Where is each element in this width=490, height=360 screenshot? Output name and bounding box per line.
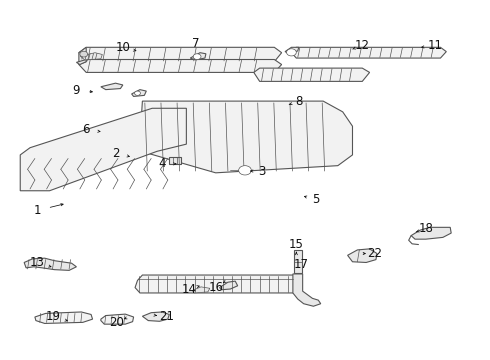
Text: 22: 22 <box>367 247 382 260</box>
Text: 12: 12 <box>355 39 370 52</box>
Polygon shape <box>291 47 446 58</box>
Polygon shape <box>347 249 377 262</box>
Polygon shape <box>132 90 147 96</box>
Polygon shape <box>293 274 321 306</box>
Circle shape <box>80 51 88 57</box>
Polygon shape <box>169 157 180 164</box>
Polygon shape <box>285 47 299 54</box>
Text: 5: 5 <box>312 193 319 206</box>
Text: 20: 20 <box>109 316 124 329</box>
Polygon shape <box>79 47 86 64</box>
Polygon shape <box>135 275 301 293</box>
Text: 4: 4 <box>158 157 166 170</box>
Text: 9: 9 <box>73 84 80 97</box>
Polygon shape <box>76 59 86 64</box>
Polygon shape <box>35 312 93 323</box>
Polygon shape <box>79 47 282 62</box>
Polygon shape <box>411 227 451 239</box>
Text: 13: 13 <box>30 256 45 269</box>
Polygon shape <box>192 287 210 293</box>
Text: 17: 17 <box>294 258 309 271</box>
Text: 7: 7 <box>193 37 200 50</box>
Polygon shape <box>254 68 369 81</box>
Circle shape <box>239 166 251 175</box>
Text: 10: 10 <box>116 41 130 54</box>
Text: 3: 3 <box>258 165 266 177</box>
Circle shape <box>287 49 296 56</box>
Text: 6: 6 <box>82 123 90 136</box>
Text: 19: 19 <box>46 310 61 324</box>
Polygon shape <box>24 258 76 270</box>
Polygon shape <box>143 312 169 321</box>
Text: 18: 18 <box>418 222 433 235</box>
Text: 15: 15 <box>289 238 304 251</box>
Polygon shape <box>190 53 206 60</box>
Text: 21: 21 <box>159 310 174 324</box>
Polygon shape <box>20 108 186 191</box>
Circle shape <box>193 54 201 59</box>
Polygon shape <box>294 250 302 273</box>
Text: 11: 11 <box>428 39 443 52</box>
Polygon shape <box>79 59 282 72</box>
Polygon shape <box>101 83 123 90</box>
Polygon shape <box>220 281 238 290</box>
Text: 2: 2 <box>112 147 119 159</box>
Polygon shape <box>140 101 352 173</box>
Text: 8: 8 <box>295 95 302 108</box>
Circle shape <box>135 91 141 95</box>
Polygon shape <box>101 314 134 324</box>
Text: 16: 16 <box>208 281 223 294</box>
Text: 1: 1 <box>34 204 41 217</box>
Polygon shape <box>80 53 102 60</box>
Text: 14: 14 <box>181 283 196 296</box>
